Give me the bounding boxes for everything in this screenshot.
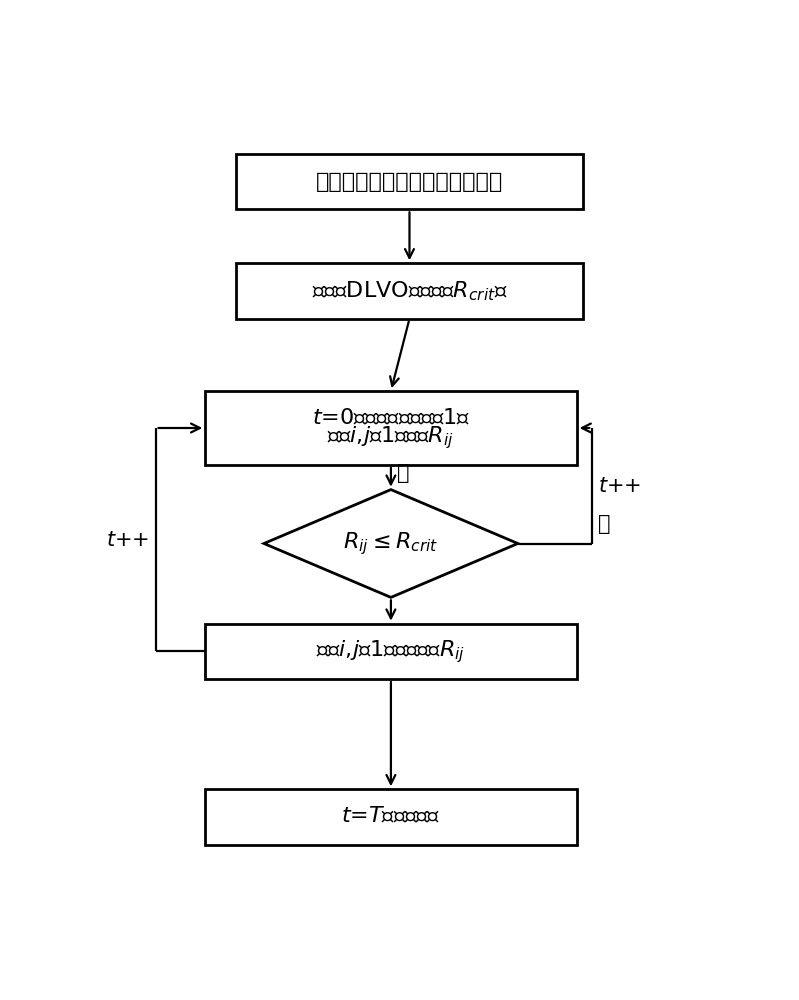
Text: $t$++: $t$++ (106, 530, 149, 550)
Text: 由经典DLVO公式求解$R_{crit}$值: 由经典DLVO公式求解$R_{crit}$值 (312, 279, 507, 303)
Text: $t$++: $t$++ (598, 476, 642, 496)
Polygon shape (264, 490, 518, 597)
Text: 否: 否 (598, 514, 611, 534)
Text: 针对研究对象，明确各参数取值: 针对研究对象，明确各参数取值 (316, 172, 503, 192)
Text: $t$=$T$，模拟结束: $t$=$T$，模拟结束 (341, 807, 440, 827)
Text: 计算$i$,$j$頂1间距离$R_{ij}$: 计算$i$,$j$頂1间距离$R_{ij}$ (328, 425, 455, 451)
FancyBboxPatch shape (205, 391, 577, 465)
FancyBboxPatch shape (237, 154, 583, 209)
Text: $t$=0时刻，遍历所有頂1，: $t$=0时刻，遍历所有頂1， (312, 408, 470, 428)
FancyBboxPatch shape (205, 624, 577, 679)
Text: 是: 是 (397, 463, 410, 483)
FancyBboxPatch shape (237, 263, 583, 319)
Text: $R_{ij}\leq R_{crit}$: $R_{ij}\leq R_{crit}$ (344, 530, 439, 557)
Text: 调整$i$,$j$頂1坐标，修正$R_{ij}$: 调整$i$,$j$頂1坐标，修正$R_{ij}$ (316, 638, 466, 665)
FancyBboxPatch shape (205, 789, 577, 845)
